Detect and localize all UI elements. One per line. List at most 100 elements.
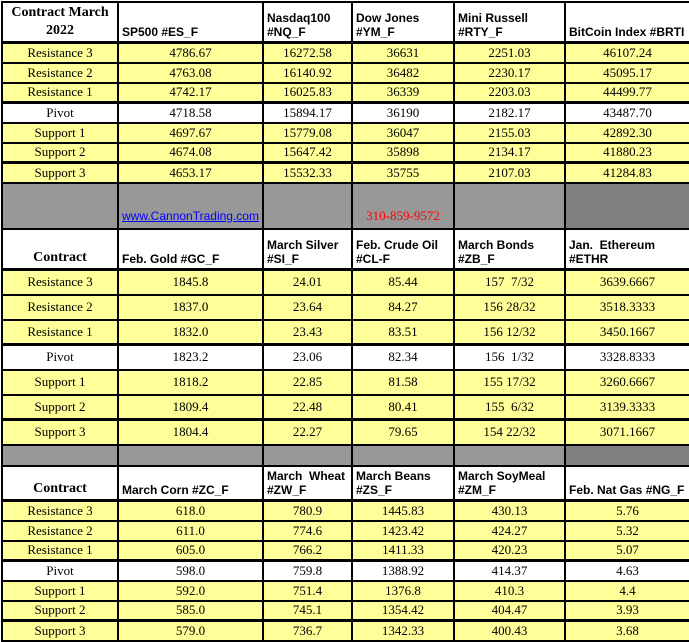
- value-cell: 579.0: [117, 619, 264, 642]
- value-cell: 766.2: [262, 539, 353, 562]
- corner-cell: Contract March 2022: [1, 1, 119, 44]
- value-cell: 2230.17: [453, 61, 566, 84]
- value-cell: 3139.3333: [564, 393, 689, 421]
- row-label-cell: Support 2: [1, 393, 119, 421]
- row-label-cell: Support 1: [1, 368, 119, 396]
- value-cell: 5.32: [564, 519, 689, 542]
- value-cell: 3260.6667: [564, 368, 689, 396]
- separator-dark-cell: [564, 443, 689, 467]
- value-cell: 1837.0: [117, 293, 264, 321]
- column-header-cell: March Corn #ZC_F: [117, 464, 264, 502]
- row-label-cell: Resistance 3: [1, 268, 119, 296]
- value-cell: 81.58: [351, 368, 455, 396]
- data-row: Support 1 1818.2 22.85 81.58 155 17/32 3260.6…: [1, 368, 689, 396]
- corner-cell: Contract: [1, 464, 119, 502]
- row-label-cell: Support 1: [1, 121, 119, 144]
- value-cell: 23.06: [262, 343, 353, 371]
- value-cell: 3518.3333: [564, 293, 689, 321]
- value-cell: 4.63: [564, 559, 689, 582]
- data-row: Support 2 1809.4 22.48 80.41 155 6/32 3139.33…: [1, 393, 689, 421]
- cannon-trading-link[interactable]: www.CannonTrading.com: [122, 208, 259, 223]
- value-cell: 2155.03: [453, 121, 566, 144]
- data-row: Pivot 598.0 759.8 1388.92 414.37 4.63: [1, 559, 689, 582]
- value-cell: 1354.42: [351, 599, 455, 622]
- value-cell: 157 7/32: [453, 268, 566, 296]
- row-label-cell: Resistance 2: [1, 293, 119, 321]
- value-cell: 24.01: [262, 268, 353, 296]
- value-cell: 592.0: [117, 579, 264, 602]
- column-header-cell: March Beans #ZS_F: [351, 464, 455, 502]
- value-cell: 156 1/32: [453, 343, 566, 371]
- value-cell: 43487.70: [564, 101, 689, 124]
- data-row: Resistance 2 611.0 774.6 1423.42 424.27 5.32: [1, 519, 689, 542]
- value-cell: 36047: [351, 121, 455, 144]
- value-cell: 585.0: [117, 599, 264, 622]
- value-cell: 154 22/32: [453, 418, 566, 446]
- value-cell: 2203.03: [453, 81, 566, 104]
- value-cell: 3639.6667: [564, 268, 689, 296]
- value-cell: 1809.4: [117, 393, 264, 421]
- value-cell: 4697.67: [117, 121, 264, 144]
- data-row: Resistance 2 4763.08 16140.92 36482 2230.17 4…: [1, 61, 689, 84]
- value-cell: 745.1: [262, 599, 353, 622]
- value-cell: 2107.03: [453, 161, 566, 184]
- value-cell: 41284.83: [564, 161, 689, 184]
- value-cell: 598.0: [117, 559, 264, 582]
- value-cell: 414.37: [453, 559, 566, 582]
- data-row: Resistance 3 4786.67 16272.58 36631 2251.03 4…: [1, 41, 689, 64]
- value-cell: 4786.67: [117, 41, 264, 64]
- value-cell: 1411.33: [351, 539, 455, 562]
- value-cell: 774.6: [262, 519, 353, 542]
- value-cell: 42892.30: [564, 121, 689, 144]
- value-cell: 1388.92: [351, 559, 455, 582]
- row-label-cell: Support 3: [1, 161, 119, 184]
- column-header-cell: March Silver #SI_F: [262, 227, 353, 271]
- banner-spacer-cell: [1, 181, 119, 230]
- value-cell: 15647.42: [262, 141, 353, 164]
- value-cell: 44499.77: [564, 81, 689, 104]
- value-cell: 1376.8: [351, 579, 455, 602]
- banner-link-cell: www.CannonTrading.com: [117, 181, 264, 230]
- column-header-cell: March SoyMeal #ZM_F: [453, 464, 566, 502]
- value-cell: 751.4: [262, 579, 353, 602]
- row-label-cell: Support 2: [1, 599, 119, 622]
- value-cell: 45095.17: [564, 61, 689, 84]
- column-header-cell: Mini Russell #RTY_F: [453, 1, 566, 44]
- value-cell: 1832.0: [117, 318, 264, 346]
- data-row: Resistance 3 618.0 780.9 1445.83 430.13 5.76: [1, 499, 689, 522]
- data-row: Support 3 4653.17 15532.33 35755 2107.03 4128…: [1, 161, 689, 184]
- value-cell: 1823.2: [117, 343, 264, 371]
- row-label-cell: Resistance 2: [1, 61, 119, 84]
- separator-cell: [453, 443, 566, 467]
- separator-cell: [262, 443, 353, 467]
- value-cell: 1818.2: [117, 368, 264, 396]
- row-label-cell: Resistance 2: [1, 519, 119, 542]
- data-row: Support 1 592.0 751.4 1376.8 410.3 4.4: [1, 579, 689, 602]
- value-cell: 22.85: [262, 368, 353, 396]
- value-cell: 420.23: [453, 539, 566, 562]
- value-cell: 3450.1667: [564, 318, 689, 346]
- value-cell: 35898: [351, 141, 455, 164]
- banner-phone-cell: 310-859-9572: [351, 181, 455, 230]
- value-cell: 5.76: [564, 499, 689, 522]
- data-row: Support 3 579.0 736.7 1342.33 400.43 3.68: [1, 619, 689, 642]
- data-row: Support 2 4674.08 15647.42 35898 2134.17 4188…: [1, 141, 689, 164]
- value-cell: 1423.42: [351, 519, 455, 542]
- value-cell: 410.3: [453, 579, 566, 602]
- header-row: Contract March Corn #ZC_F March Wheat #ZW_…: [1, 464, 689, 502]
- separator-cell: [351, 443, 455, 467]
- data-row: Pivot 4718.58 15894.17 36190 2182.17 43487.70: [1, 101, 689, 124]
- value-cell: 780.9: [262, 499, 353, 522]
- header-row: Contract March 2022 SP500 #ES_F Nasdaq100 …: [1, 1, 689, 44]
- value-cell: 155 6/32: [453, 393, 566, 421]
- value-cell: 22.27: [262, 418, 353, 446]
- row-label-cell: Resistance 1: [1, 539, 119, 562]
- row-label-cell: Pivot: [1, 559, 119, 582]
- column-header-cell: Jan. Ethereum #ETHR: [564, 227, 689, 271]
- data-row: Support 2 585.0 745.1 1354.42 404.47 3.93: [1, 599, 689, 622]
- value-cell: 4653.17: [117, 161, 264, 184]
- data-row: Support 3 1804.4 22.27 79.65 154 22/32 3071.1…: [1, 418, 689, 446]
- row-label-cell: Resistance 1: [1, 318, 119, 346]
- value-cell: 80.41: [351, 393, 455, 421]
- value-cell: 736.7: [262, 619, 353, 642]
